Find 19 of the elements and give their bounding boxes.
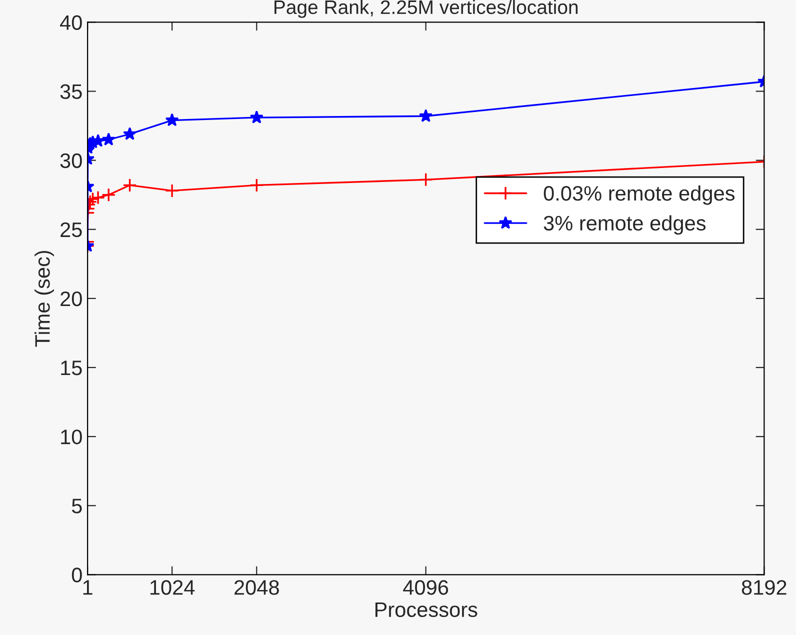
y-tick-label: 25 [60, 222, 82, 238]
y-tick-label: 10 [61, 430, 82, 444]
y-tick-label: 40 [60, 15, 82, 30]
legend-label: 3% remote edges [544, 215, 706, 235]
x-tick-label: 4096 [403, 580, 448, 595]
y-tick-label: 20 [60, 291, 82, 306]
y-tick-label: 0 [72, 568, 82, 582]
chart-title: Page Rank, 2.25M vertices/location [274, 0, 578, 18]
y-tick-label: 30 [60, 153, 82, 168]
x-axis-title: Processors [375, 602, 478, 618]
y-axis-title: Time (sec) [34, 250, 54, 347]
x-tick-label: 1 [83, 580, 92, 595]
x-tick-label: 2048 [234, 580, 279, 595]
y-tick-label: 15 [61, 360, 82, 376]
legend-label: 0.03% remote edges [544, 185, 735, 205]
y-tick-label: 35 [60, 84, 82, 100]
y-tick-label: 5 [72, 498, 82, 514]
x-tick-label: 8192 [742, 580, 786, 595]
x-tick-label: 1024 [150, 580, 195, 595]
